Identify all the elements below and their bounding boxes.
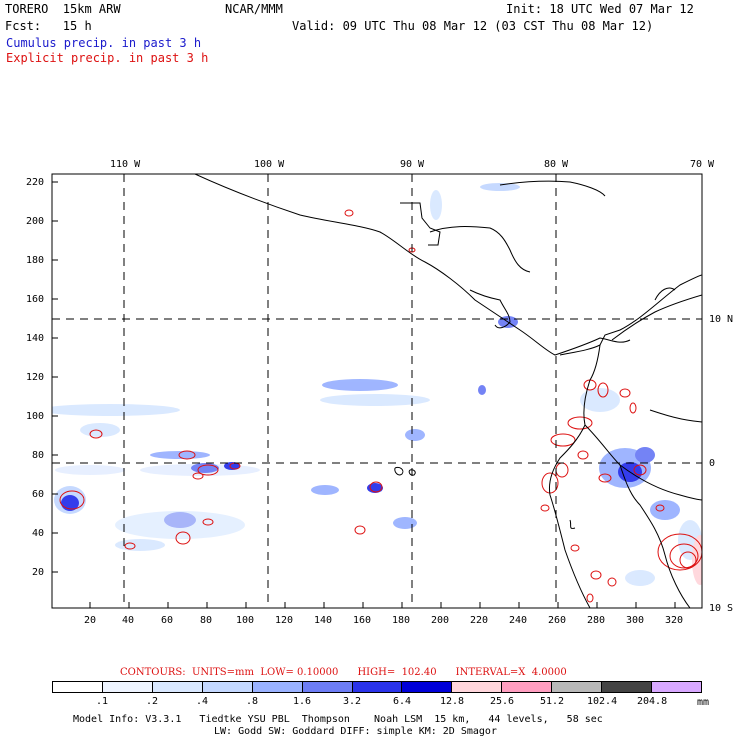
x-tick-label: 160 (353, 615, 372, 626)
lon-label-100w: 100 W (254, 159, 285, 170)
x-tick-label: 260 (548, 615, 567, 626)
organization: NCAR/MMM (225, 2, 283, 16)
precip-fields (52, 174, 702, 608)
legend-swatch (152, 682, 203, 692)
legend-label: .4 (196, 696, 209, 707)
legend-swatch (552, 682, 603, 692)
x-tick-label: 320 (665, 615, 684, 626)
legend-label: .2 (146, 696, 159, 707)
legend-units: mm (697, 697, 710, 708)
model-info: Model Info: V3.3.1 Tiedtke YSU PBL Thomp… (73, 714, 603, 725)
legend-swatch (302, 682, 353, 692)
graticule (52, 174, 702, 608)
legend-swatch (102, 682, 153, 692)
y-tick-label: 80 (32, 450, 45, 461)
legend-swatch (452, 682, 503, 692)
legend-label: .8 (246, 696, 259, 707)
model-title: TORERO 15km ARW (5, 2, 121, 16)
legend-label: 1.6 (293, 696, 312, 707)
y-tick-label: 100 (26, 411, 45, 422)
field-explicit-label: Explicit precip. in past 3 h (6, 51, 209, 65)
legend-swatch (652, 682, 701, 692)
x-tick-label: 140 (314, 615, 333, 626)
y-tick-label: 220 (26, 177, 45, 188)
lat-label-0: 0 (709, 458, 716, 469)
x-tick-label: 180 (392, 615, 411, 626)
cumulus-precip-patches (52, 183, 702, 586)
legend-swatch (352, 682, 403, 692)
x-tick-label: 40 (122, 615, 135, 626)
x-tick-label: 80 (200, 615, 213, 626)
x-tick-label: 60 (161, 615, 174, 626)
legend-label: 204.8 (637, 696, 668, 707)
x-tick-label: 20 (84, 615, 97, 626)
legend-swatch (252, 682, 303, 692)
legend-swatch (402, 682, 453, 692)
field-cumulus-label: Cumulus precip. in past 3 h (6, 36, 202, 50)
color-legend (52, 681, 702, 693)
lat-label-10n: 10 N (709, 314, 734, 325)
legend-swatch (502, 682, 553, 692)
x-tick-label: 200 (431, 615, 450, 626)
x-tick-label: 280 (587, 615, 606, 626)
x-tick-label: 220 (470, 615, 489, 626)
forecast-hour: Fcst: 15 h (5, 19, 92, 33)
lon-label-80w: 80 W (544, 159, 569, 170)
y-tick-label: 40 (32, 528, 45, 539)
y-tick-label: 180 (26, 255, 45, 266)
lon-label-90w: 90 W (400, 159, 425, 170)
y-tick-label: 20 (32, 567, 45, 578)
model-physics: LW: Godd SW: Goddard DIFF: simple KM: 2D… (214, 726, 497, 737)
map-frame (51, 173, 703, 609)
color-legend-labels: .1 .2 .4 .8 1.6 3.2 6.4 12.8 25.6 51.2 102.4 204.8 (52, 695, 702, 707)
legend-label: 12.8 (440, 696, 465, 707)
y-tick-label: 200 (26, 216, 45, 227)
init-time: Init: 18 UTC Wed 07 Mar 12 (506, 2, 694, 16)
lat-label-10s: 10 S (709, 603, 734, 614)
coastlines (194, 174, 702, 608)
legend-label: 3.2 (343, 696, 362, 707)
x-tick-label: 100 (236, 615, 255, 626)
x-tick-label: 240 (509, 615, 528, 626)
legend-swatch (602, 682, 653, 692)
legend-swatch (53, 682, 103, 692)
legend-label: 102.4 (587, 696, 618, 707)
y-tick-label: 120 (26, 372, 45, 383)
x-tick-label: 300 (626, 615, 645, 626)
valid-time: Valid: 09 UTC Thu 08 Mar 12 (03 CST Thu … (292, 19, 654, 33)
legend-label: 6.4 (393, 696, 412, 707)
legend-swatch (202, 682, 253, 692)
y-tick-label: 60 (32, 489, 45, 500)
legend-label: 25.6 (490, 696, 515, 707)
y-tick-label: 160 (26, 294, 45, 305)
lon-label-70w: 70 W (690, 159, 715, 170)
legend-label: .1 (96, 696, 109, 707)
y-tick-label: 140 (26, 333, 45, 344)
contour-info: CONTOURS: UNITS=mm LOW= 0.10000 HIGH= 10… (120, 667, 567, 678)
lon-label-110w: 110 W (110, 159, 141, 170)
x-tick-label: 120 (275, 615, 294, 626)
legend-label: 51.2 (540, 696, 565, 707)
